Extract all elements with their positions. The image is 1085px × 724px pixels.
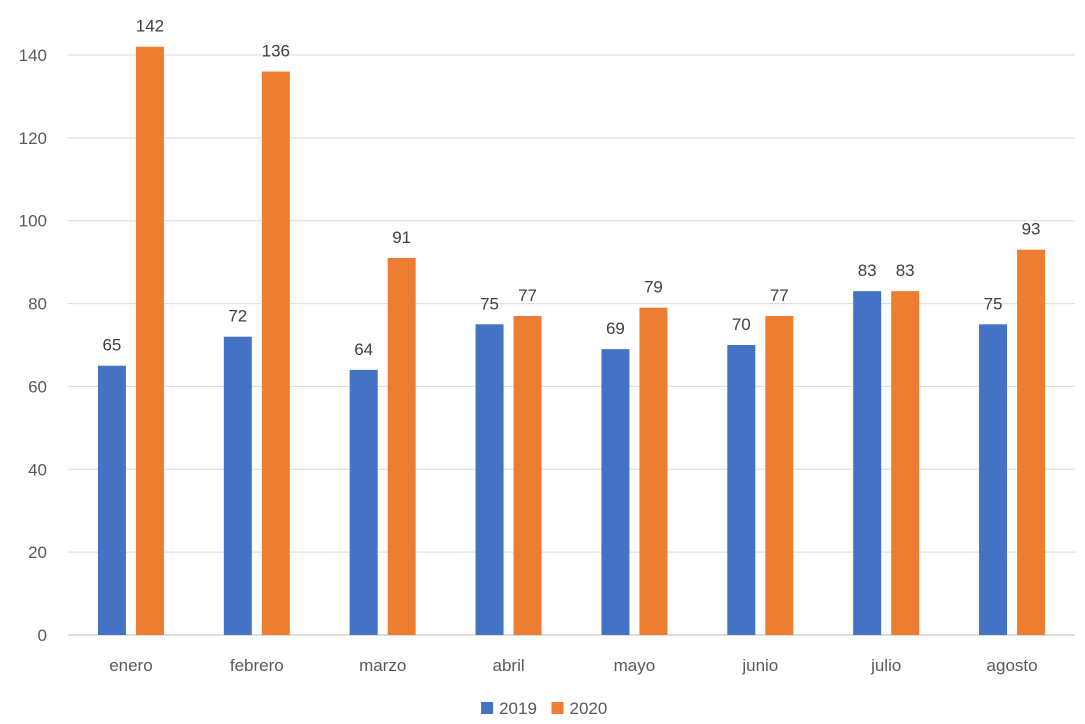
x-tick-label: abril <box>493 656 525 675</box>
x-tick-label: agosto <box>987 656 1038 675</box>
bar-2020-marzo <box>387 258 416 635</box>
bar-2019-junio <box>727 345 756 635</box>
bar-2019-abril <box>475 324 504 635</box>
bar-2019-julio <box>853 291 882 635</box>
data-label-2019-junio: 70 <box>732 315 751 334</box>
y-tick-label: 0 <box>38 626 47 645</box>
bar-2019-agosto <box>979 324 1008 635</box>
y-tick-label: 60 <box>28 377 47 396</box>
legend-swatch-2020 <box>551 702 564 714</box>
legend-label-2020: 2020 <box>570 699 608 718</box>
x-tick-label: marzo <box>359 656 406 675</box>
legend-swatch-2019 <box>481 702 494 714</box>
y-tick-label: 120 <box>19 129 47 148</box>
x-tick-label: febrero <box>230 656 284 675</box>
data-label-2020-mayo: 79 <box>644 278 663 297</box>
y-tick-label: 20 <box>28 543 47 562</box>
y-axis-ticks: 0 20 40 60 80 100 120 140 <box>19 46 47 645</box>
data-label-2020-marzo: 91 <box>392 228 411 247</box>
legend-label-2019: 2019 <box>499 699 537 718</box>
data-label-2019-agosto: 75 <box>984 294 1003 313</box>
bars <box>97 46 1046 636</box>
bar-2019-mayo <box>601 349 630 635</box>
data-label-2019-enero: 65 <box>102 336 121 355</box>
y-tick-label: 40 <box>28 460 47 479</box>
bar-2020-junio <box>765 316 794 635</box>
data-label-2020-agosto: 93 <box>1022 220 1041 239</box>
bar-2020-febrero <box>261 71 290 636</box>
x-tick-label: mayo <box>614 656 656 675</box>
data-label-2020-julio: 83 <box>896 261 915 280</box>
bar-2020-julio <box>891 291 920 635</box>
y-tick-label: 140 <box>19 46 47 65</box>
x-tick-label: enero <box>109 656 152 675</box>
data-label-2019-mayo: 69 <box>606 319 625 338</box>
bar-2020-abril <box>513 316 542 635</box>
data-label-2019-marzo: 64 <box>354 340 373 359</box>
x-tick-label: julio <box>870 656 901 675</box>
data-label-2020-abril: 77 <box>518 286 537 305</box>
bar-2020-enero <box>135 46 164 635</box>
y-tick-label: 80 <box>28 295 47 314</box>
bar-2020-mayo <box>639 307 668 635</box>
bar-2019-marzo <box>349 369 378 635</box>
data-label-2019-julio: 83 <box>858 261 877 280</box>
bar-2020-agosto <box>1017 249 1046 635</box>
legend: 2019 2020 <box>481 699 607 718</box>
bar-2019-enero <box>97 365 126 635</box>
data-label-2020-enero: 142 <box>136 17 164 36</box>
data-label-2019-abril: 75 <box>480 294 499 313</box>
y-tick-label: 100 <box>19 212 47 231</box>
x-tick-label: junio <box>741 656 778 675</box>
data-label-2020-junio: 77 <box>770 286 789 305</box>
x-axis-ticks: enero febrero marzo abril mayo junio julio agos… <box>109 656 1037 675</box>
bar-2019-febrero <box>223 336 252 635</box>
gridlines <box>68 54 1075 636</box>
data-label-2019-febrero: 72 <box>228 307 247 326</box>
data-labels: 65 142 72 136 64 91 75 77 69 79 70 77 83 83 75 93 <box>102 17 1040 359</box>
data-label-2020-febrero: 136 <box>262 42 290 61</box>
